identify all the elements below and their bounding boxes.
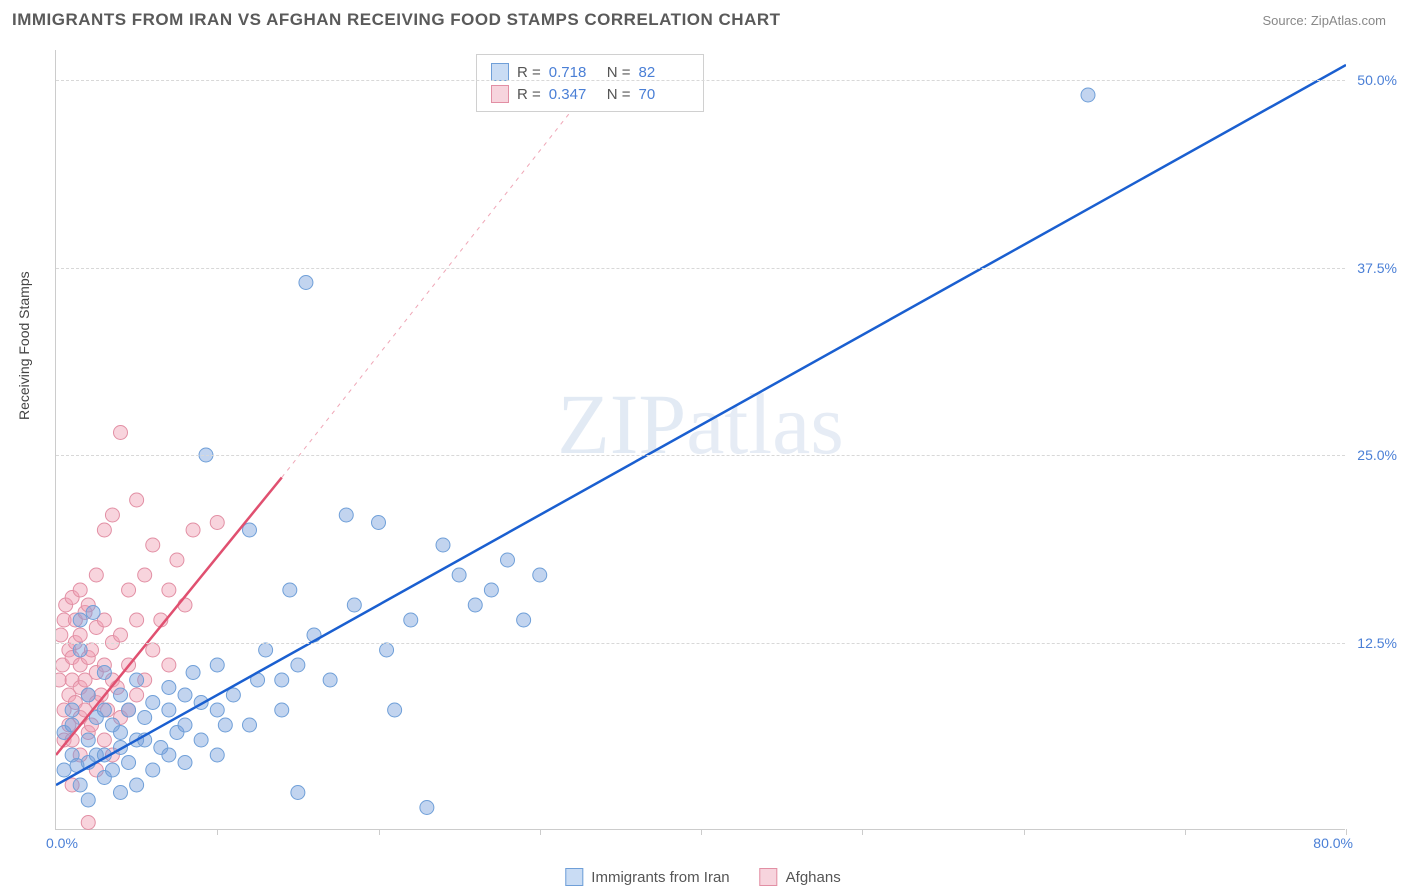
legend-item-afghan: Afghans [760,868,841,886]
r-value-afghan: 0.347 [549,86,599,103]
legend-swatch-afghan-icon [760,868,778,886]
xtick [1024,829,1025,835]
legend-label-iran: Immigrants from Iran [591,869,729,886]
legend-swatch-iran-icon [565,868,583,886]
xtick [540,829,541,835]
n-label: N = [607,86,631,103]
x-axis-max: 80.0% [1313,835,1353,851]
source-label: Source: ZipAtlas.com [1262,13,1386,28]
x-axis-origin: 0.0% [46,835,78,851]
xtick [1346,829,1347,835]
gridline [56,80,1345,81]
legend-label-afghan: Afghans [786,869,841,886]
stats-box: R = 0.718 N = 82 R = 0.347 N = 70 [476,54,704,112]
ytick-label: 12.5% [1357,635,1397,651]
r-value-iran: 0.718 [549,64,599,81]
ytick-label: 37.5% [1357,260,1397,276]
xtick [379,829,380,835]
r-label: R = [517,64,541,81]
chart-plot-area: ZIPatlas R = 0.718 N = 82 R = 0.347 N = … [55,50,1345,830]
scatter-svg [56,50,1346,830]
ytick-label: 25.0% [1357,447,1397,463]
n-label: N = [607,64,631,81]
xtick [1185,829,1186,835]
n-value-iran: 82 [639,64,689,81]
gridline [56,643,1345,644]
swatch-iran-icon [491,63,509,81]
xtick [217,829,218,835]
ytick-label: 50.0% [1357,72,1397,88]
legend-item-iran: Immigrants from Iran [565,868,729,886]
r-label: R = [517,86,541,103]
xtick [701,829,702,835]
y-axis-label: Receiving Food Stamps [16,271,32,420]
xtick [862,829,863,835]
swatch-afghan-icon [491,85,509,103]
chart-title: IMMIGRANTS FROM IRAN VS AFGHAN RECEIVING… [12,10,781,30]
n-value-afghan: 70 [639,86,689,103]
gridline [56,455,1345,456]
legend: Immigrants from Iran Afghans [565,868,840,886]
stats-row-afghan: R = 0.347 N = 70 [491,83,689,105]
gridline [56,268,1345,269]
